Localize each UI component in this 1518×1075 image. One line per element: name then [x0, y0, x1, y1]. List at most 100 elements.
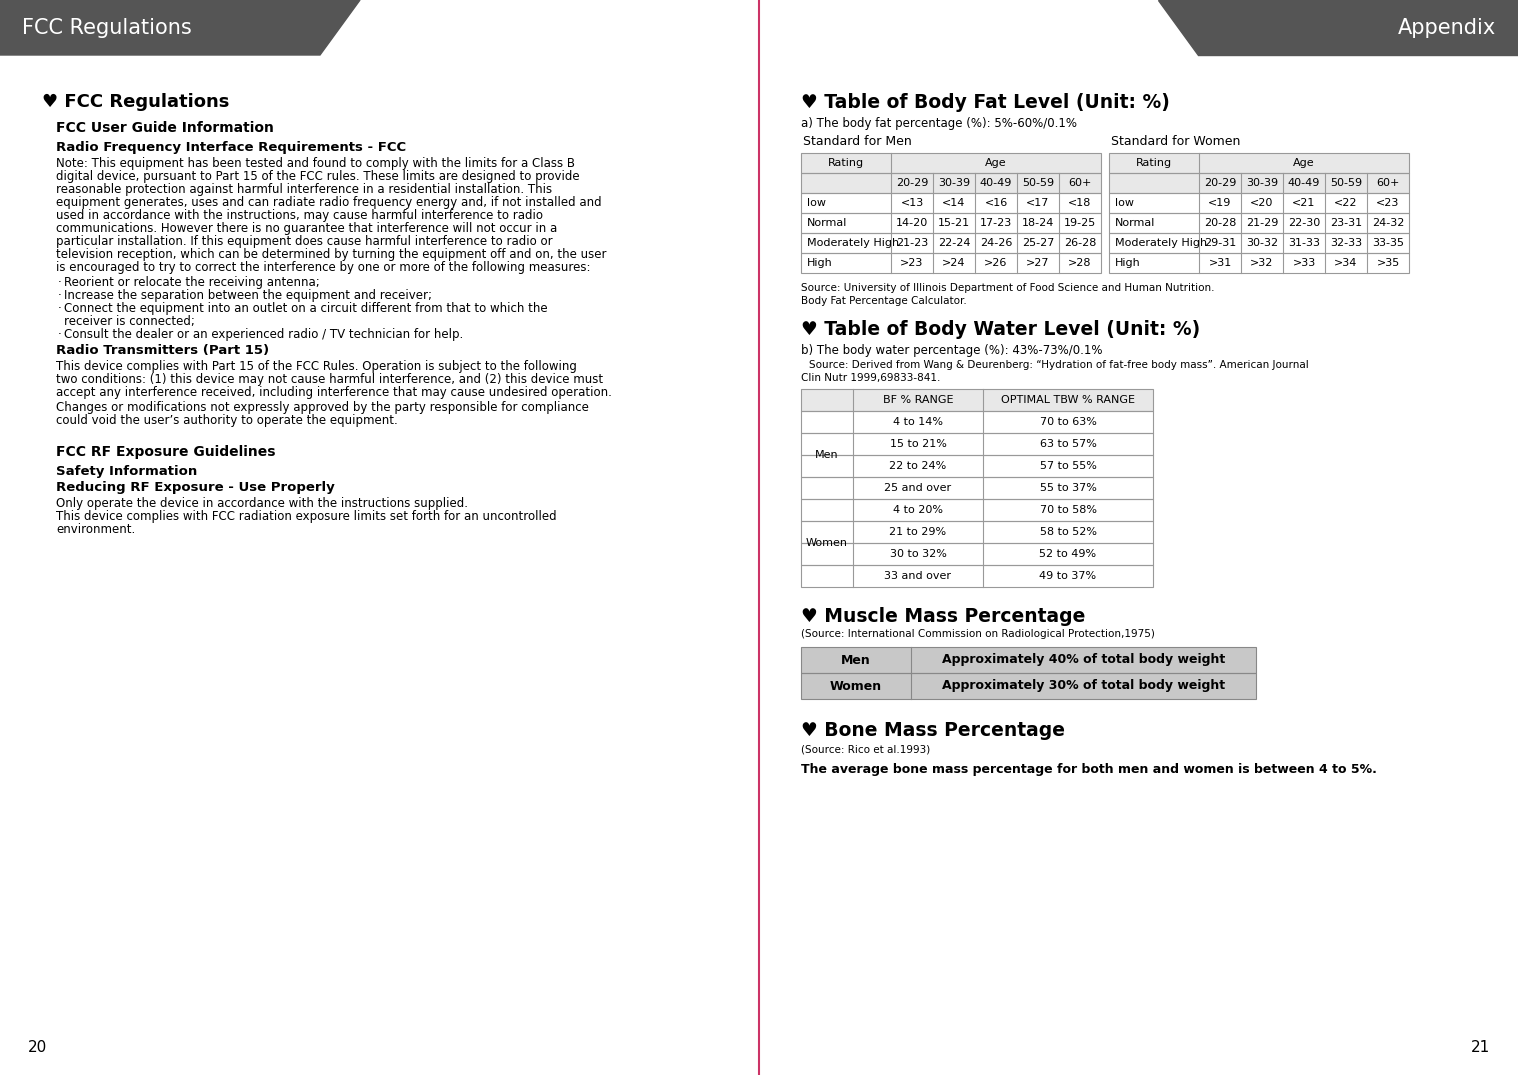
Text: 29-31: 29-31: [1204, 238, 1236, 248]
Text: Reorient or relocate the receiving antenna;: Reorient or relocate the receiving anten…: [64, 276, 320, 289]
Bar: [802, 433, 1154, 455]
Text: (Source: Rico et al.1993): (Source: Rico et al.1993): [802, 745, 931, 755]
Bar: [1110, 173, 1409, 194]
Polygon shape: [0, 0, 360, 55]
Text: Connect the equipment into an outlet on a circuit different from that to which t: Connect the equipment into an outlet on …: [64, 302, 548, 315]
Bar: [1110, 233, 1409, 253]
Text: 30 to 32%: 30 to 32%: [890, 549, 946, 559]
Text: receiver is connected;: receiver is connected;: [64, 315, 194, 328]
Text: <21: <21: [1292, 198, 1316, 207]
Text: a) The body fat percentage (%): 5%-60%/0.1%: a) The body fat percentage (%): 5%-60%/0…: [802, 117, 1076, 130]
Bar: [802, 194, 1101, 213]
Text: Radio Frequency Interface Requirements - FCC: Radio Frequency Interface Requirements -…: [56, 141, 407, 154]
Text: >26: >26: [984, 258, 1008, 268]
Text: <16: <16: [984, 198, 1008, 207]
Text: Only operate the device in accordance with the instructions supplied.: Only operate the device in accordance wi…: [56, 497, 468, 510]
Text: 25 and over: 25 and over: [885, 483, 952, 493]
Text: <13: <13: [900, 198, 923, 207]
Bar: [802, 543, 1154, 565]
Text: This device complies with FCC radiation exposure limits set forth for an uncontr: This device complies with FCC radiation …: [56, 510, 557, 524]
Text: Body Fat Percentage Calculator.: Body Fat Percentage Calculator.: [802, 296, 967, 306]
Text: ·: ·: [58, 328, 62, 341]
Bar: [802, 647, 1255, 673]
Text: 60+: 60+: [1377, 178, 1400, 188]
Text: 23-31: 23-31: [1330, 218, 1362, 228]
Text: 22-24: 22-24: [938, 238, 970, 248]
Text: 57 to 55%: 57 to 55%: [1040, 461, 1096, 471]
Text: Rating: Rating: [1135, 158, 1172, 168]
Polygon shape: [1158, 0, 1518, 55]
Text: <17: <17: [1026, 198, 1049, 207]
Text: Women: Women: [806, 538, 849, 548]
Text: Rating: Rating: [827, 158, 864, 168]
Text: 30-39: 30-39: [1246, 178, 1278, 188]
Text: >34: >34: [1334, 258, 1357, 268]
Text: 33-35: 33-35: [1372, 238, 1404, 248]
Text: ♥ Table of Body Fat Level (Unit: %): ♥ Table of Body Fat Level (Unit: %): [802, 94, 1170, 112]
Text: The average bone mass percentage for both men and women is between 4 to 5%.: The average bone mass percentage for bot…: [802, 763, 1377, 776]
Text: This device complies with Part 15 of the FCC Rules. Operation is subject to the : This device complies with Part 15 of the…: [56, 360, 577, 373]
Text: >24: >24: [943, 258, 965, 268]
Text: <14: <14: [943, 198, 965, 207]
Text: >33: >33: [1292, 258, 1316, 268]
Text: Reducing RF Exposure - Use Properly: Reducing RF Exposure - Use Properly: [56, 481, 335, 495]
Text: 4 to 20%: 4 to 20%: [893, 505, 943, 515]
Text: 20: 20: [27, 1040, 47, 1055]
Text: Standard for Men: Standard for Men: [803, 135, 912, 148]
Text: Normal: Normal: [808, 218, 847, 228]
Text: 49 to 37%: 49 to 37%: [1040, 571, 1096, 580]
Bar: [802, 411, 1154, 433]
Text: Consult the dealer or an experienced radio / TV technician for help.: Consult the dealer or an experienced rad…: [64, 328, 463, 341]
Text: Changes or modifications not expressly approved by the party responsible for com: Changes or modifications not expressly a…: [56, 401, 589, 414]
Text: Safety Information: Safety Information: [56, 465, 197, 478]
Text: environment.: environment.: [56, 524, 135, 536]
Text: 4 to 14%: 4 to 14%: [893, 417, 943, 427]
Text: Age: Age: [985, 158, 1006, 168]
Text: 70 to 58%: 70 to 58%: [1040, 505, 1096, 515]
Bar: [802, 565, 1154, 587]
Text: High: High: [1116, 258, 1140, 268]
Bar: [802, 253, 1101, 273]
Text: ♥ Table of Body Water Level (Unit: %): ♥ Table of Body Water Level (Unit: %): [802, 320, 1201, 339]
Bar: [1110, 153, 1409, 173]
Bar: [1110, 253, 1409, 273]
Text: FCC User Guide Information: FCC User Guide Information: [56, 121, 273, 135]
Text: television reception, which can be determined by turning the equipment off and o: television reception, which can be deter…: [56, 248, 607, 261]
Bar: [802, 153, 1101, 173]
Bar: [802, 194, 1101, 213]
Text: used in accordance with the instructions, may cause harmful interference to radi: used in accordance with the instructions…: [56, 209, 543, 223]
Text: 22 to 24%: 22 to 24%: [890, 461, 947, 471]
Text: Source: Derived from Wang & Deurenberg: “Hydration of fat-free body mass”. Ameri: Source: Derived from Wang & Deurenberg: …: [809, 360, 1309, 370]
Text: 21 to 29%: 21 to 29%: [890, 527, 947, 538]
Text: Appendix: Appendix: [1398, 18, 1497, 39]
Text: ♥ Bone Mass Percentage: ♥ Bone Mass Percentage: [802, 721, 1066, 740]
Bar: [802, 433, 1154, 455]
Bar: [802, 647, 1255, 673]
Text: Men: Men: [815, 450, 839, 460]
Text: communications. However there is no guarantee that interference will not occur i: communications. However there is no guar…: [56, 223, 557, 235]
Text: 15-21: 15-21: [938, 218, 970, 228]
Bar: [802, 455, 1154, 477]
Text: >28: >28: [1069, 258, 1091, 268]
Text: 60+: 60+: [1069, 178, 1091, 188]
Text: >27: >27: [1026, 258, 1050, 268]
Bar: [1110, 213, 1409, 233]
Text: >35: >35: [1377, 258, 1400, 268]
Text: Moderately High: Moderately High: [808, 238, 899, 248]
Text: 21: 21: [1471, 1040, 1491, 1055]
Text: Increase the separation between the equipment and receiver;: Increase the separation between the equi…: [64, 289, 433, 302]
Bar: [1110, 173, 1409, 194]
Text: 52 to 49%: 52 to 49%: [1040, 549, 1096, 559]
Text: ·: ·: [58, 289, 62, 302]
Text: is encouraged to try to correct the interference by one or more of the following: is encouraged to try to correct the inte…: [56, 261, 591, 274]
Text: 63 to 57%: 63 to 57%: [1040, 439, 1096, 449]
Text: b) The body water percentage (%): 43%-73%/0.1%: b) The body water percentage (%): 43%-73…: [802, 344, 1102, 357]
Bar: [802, 477, 1154, 499]
Bar: [802, 673, 1255, 699]
Bar: [802, 233, 1101, 253]
Bar: [802, 521, 1154, 543]
Text: 55 to 37%: 55 to 37%: [1040, 483, 1096, 493]
Bar: [1110, 153, 1409, 173]
Text: >32: >32: [1251, 258, 1274, 268]
Text: ♥ Muscle Mass Percentage: ♥ Muscle Mass Percentage: [802, 607, 1085, 626]
